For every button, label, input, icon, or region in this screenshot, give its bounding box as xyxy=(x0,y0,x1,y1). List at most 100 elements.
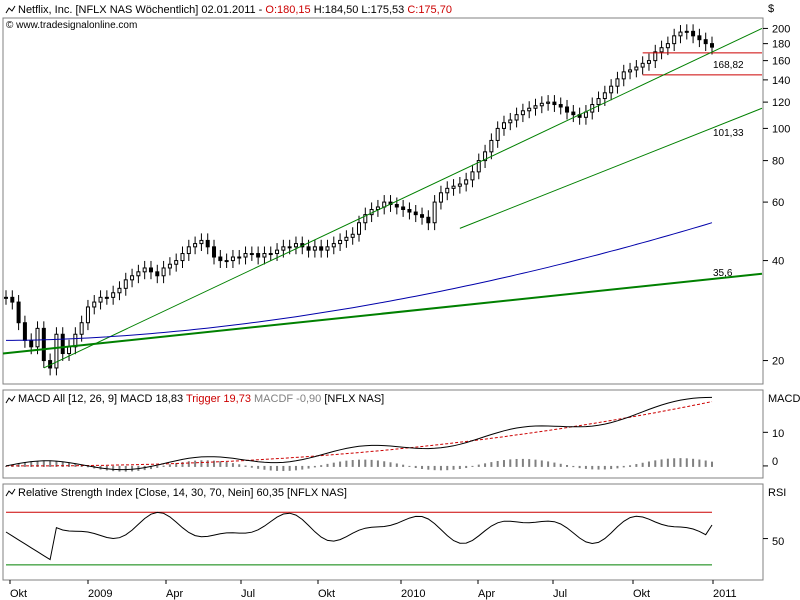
price-panel-frame xyxy=(2,17,764,385)
macdf-bar xyxy=(68,462,71,467)
macdf-bar xyxy=(402,464,405,467)
candle-body xyxy=(117,287,122,294)
price-series xyxy=(2,24,763,376)
candle-body xyxy=(401,206,406,210)
candle-body xyxy=(539,102,544,107)
candle-body xyxy=(457,183,462,187)
candle-body xyxy=(293,243,298,248)
candle-body xyxy=(306,246,311,251)
candle-body xyxy=(678,31,683,37)
macdf-bar xyxy=(521,458,524,467)
candle-body xyxy=(583,111,588,118)
macdf-bar xyxy=(244,465,247,467)
macdf-bar xyxy=(616,465,619,469)
macdf-bar xyxy=(641,462,644,467)
rsi-series xyxy=(5,511,768,566)
macdf-bar xyxy=(559,463,562,467)
macdf-bar xyxy=(307,465,310,469)
candle-body xyxy=(130,275,135,281)
candle-body xyxy=(287,246,292,249)
macdf-bar xyxy=(86,465,89,468)
candle-body xyxy=(344,236,349,241)
macdf-bar xyxy=(572,465,575,468)
macdf-bar xyxy=(17,463,20,467)
candle-body xyxy=(16,301,21,324)
candle-body xyxy=(628,69,633,73)
rsi-label: Relative Strength Index [Close, 14, 30, … xyxy=(18,487,347,499)
macdf-bar xyxy=(547,461,550,467)
macdf-bar xyxy=(584,465,587,469)
candle-body xyxy=(243,253,248,258)
candle-body xyxy=(212,246,217,258)
macdf-bar xyxy=(131,465,134,472)
macdf-bar xyxy=(370,459,373,467)
time-tick-label: Okt xyxy=(10,588,27,600)
candle-body xyxy=(470,171,475,181)
candle-body xyxy=(104,296,109,299)
chart-line-icon xyxy=(5,395,16,404)
macdf-bar xyxy=(704,460,707,467)
candle-body xyxy=(111,292,116,298)
macdf-bar xyxy=(162,465,165,467)
macdf-bar xyxy=(23,462,26,467)
candle-body xyxy=(552,101,557,106)
macdf-bar xyxy=(597,465,600,470)
macdf-bar xyxy=(118,465,121,472)
candle-body xyxy=(41,327,46,362)
macdf-bar xyxy=(484,463,487,467)
candle-body xyxy=(249,253,254,256)
time-tick-label: 2010 xyxy=(401,588,425,600)
candle-body xyxy=(319,246,324,251)
time-tick-label: 2011 xyxy=(713,588,737,600)
candle-body xyxy=(224,260,229,263)
candle-body xyxy=(325,246,330,251)
candle-body xyxy=(205,239,210,248)
macdf-bar xyxy=(515,458,518,467)
candle-body xyxy=(464,179,469,185)
candle-body xyxy=(596,98,601,106)
price-tick-label: 40 xyxy=(772,256,784,268)
candle-body xyxy=(161,267,166,277)
candle-body xyxy=(394,204,399,208)
macd-line xyxy=(5,396,713,471)
candle-body xyxy=(634,66,639,71)
macdf-bar xyxy=(578,465,581,469)
macdf-bar xyxy=(200,460,203,467)
macd-tick-10: 10 xyxy=(772,428,784,440)
candle-body xyxy=(331,243,336,248)
candle-body xyxy=(4,296,8,299)
candle-body xyxy=(92,301,97,308)
macdf-bar xyxy=(276,465,279,471)
candle-body xyxy=(413,211,418,216)
macdf-bar xyxy=(647,461,650,467)
candle-body xyxy=(684,30,689,33)
price-tick-label: 140 xyxy=(772,75,790,87)
candle-body xyxy=(483,151,488,162)
candle-body xyxy=(155,271,160,277)
macdf-bar xyxy=(225,462,228,467)
macdf-bar xyxy=(534,459,537,467)
time-tick-label: Okt xyxy=(633,588,650,600)
rsi-panel-frame xyxy=(2,483,764,581)
macdf-bar xyxy=(477,464,480,467)
macdf-bar xyxy=(528,459,531,467)
macdf-bar xyxy=(509,459,512,467)
macdf-bar xyxy=(257,465,260,469)
macdf-bar xyxy=(421,465,424,469)
macd-symbol: [NFLX NAS] xyxy=(321,393,384,405)
macdf-bar xyxy=(206,460,209,467)
macdf-bar xyxy=(61,461,64,467)
macdf-bar xyxy=(408,465,411,467)
time-tick-label: Apr xyxy=(166,588,183,600)
trendline-steep xyxy=(43,27,763,369)
macdf-bar xyxy=(30,461,33,467)
candle-body xyxy=(268,253,273,256)
macdf-bar xyxy=(339,461,342,467)
macdf-bar xyxy=(471,465,474,467)
macdf-bar xyxy=(105,465,108,471)
macdf-bar xyxy=(250,465,253,468)
candle-body xyxy=(350,233,355,238)
macdf-bar xyxy=(175,463,178,467)
price-tick-label: 120 xyxy=(772,97,790,109)
